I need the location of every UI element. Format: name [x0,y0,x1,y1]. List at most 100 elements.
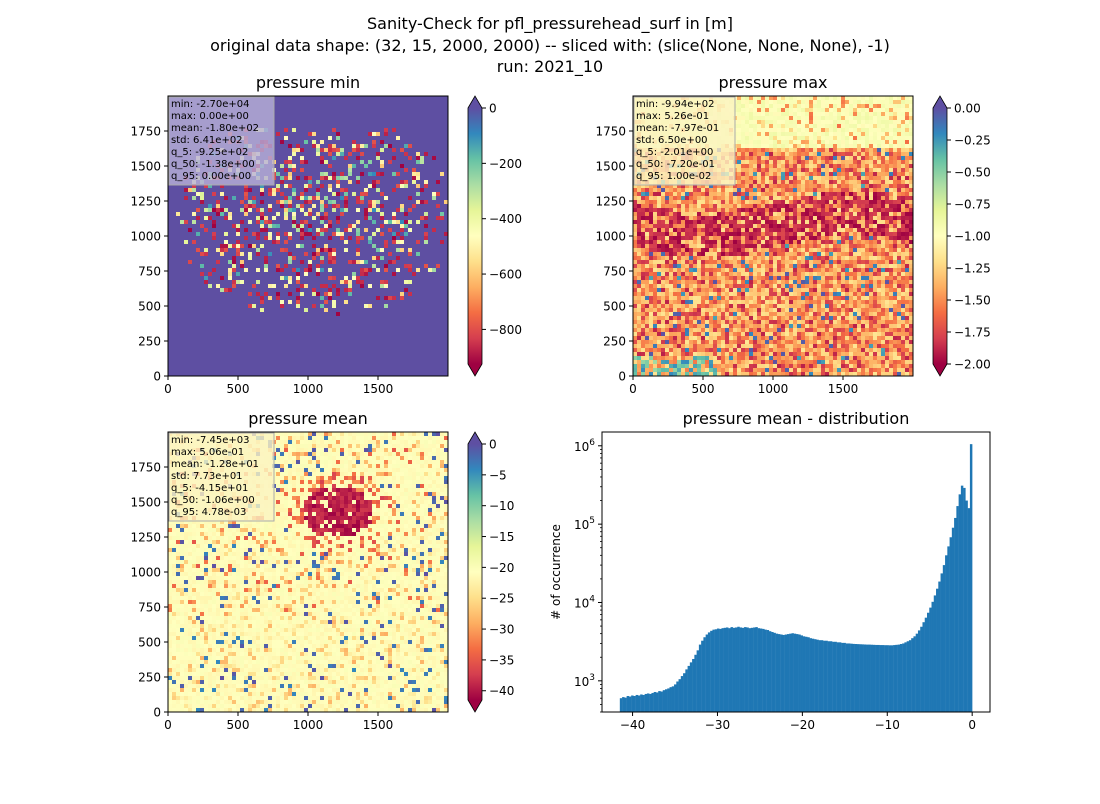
heatmap-cell [440,104,444,108]
heatmap-cell [328,244,332,248]
heatmap-cell [312,164,316,168]
stats-line: q_95: 0.00e+00 [171,171,251,182]
heatmap-cell [232,348,236,352]
heatmap-cell [320,332,324,336]
heatmap-cell [408,312,412,316]
heatmap-cell [420,272,424,276]
heatmap-cell [428,136,432,140]
heatmap-cell [168,276,172,280]
heatmap-cell [232,360,236,364]
heatmap-cell [344,156,348,160]
heatmap-cell [344,360,348,364]
heatmap-cell [384,316,388,320]
heatmap-cell [296,252,300,256]
heatmap-cell [408,360,412,364]
heatmap-cell [328,172,332,176]
heatmap-cell [340,352,344,356]
heatmap-cell [396,304,400,308]
heatmap-cell [388,100,392,104]
heatmap-cell [424,260,428,264]
y-tick-label: 500 [138,300,161,314]
heatmap-cell [340,152,344,156]
heatmap-cell [436,244,440,248]
heatmap-cell [248,228,252,232]
heatmap-cell [352,116,356,120]
heatmap-cell [428,356,432,360]
heatmap-cell [240,288,244,292]
heatmap-cell [340,172,344,176]
heatmap-cell [388,328,392,332]
heatmap-cell [292,124,296,128]
heatmap-cell [168,348,172,352]
heatmap-cell [344,268,348,272]
heatmap-cell [388,252,392,256]
heatmap-cell [192,356,196,360]
heatmap-cell [192,244,196,248]
heatmap-cell [396,280,400,284]
heatmap-cell [356,264,360,268]
heatmap-cell [440,312,444,316]
heatmap-cell [312,268,316,272]
heatmap-cell [284,292,288,296]
heatmap-cell [396,96,400,100]
heatmap-cell [172,344,176,348]
heatmap-cell [320,196,324,200]
heatmap-cell [440,300,444,304]
heatmap-cell [416,252,420,256]
heatmap-cell [348,284,352,288]
heatmap-cell [360,176,364,180]
heatmap-cell [388,324,392,328]
heatmap-cell [228,368,232,372]
heatmap-cell [228,324,232,328]
heatmap-cell [420,212,424,216]
heatmap-cell [244,200,248,204]
heatmap-cell [436,160,440,164]
heatmap-cell [388,196,392,200]
heatmap-cell [336,144,340,148]
heatmap-cell [188,348,192,352]
heatmap-cell [244,280,248,284]
heatmap-cell [376,192,380,196]
heatmap-cell [432,368,436,372]
heatmap-cell [288,172,292,176]
heatmap-cell [312,172,316,176]
heatmap-cell [188,324,192,328]
heatmap-cell [340,104,344,108]
heatmap-cell [200,240,204,244]
heatmap-cell [344,104,348,108]
heatmap-cell [312,160,316,164]
heatmap-cell [248,368,252,372]
heatmap-cell [244,316,248,320]
heatmap-cell [424,156,428,160]
heatmap-cell [172,316,176,320]
heatmap-cell [240,272,244,276]
heatmap-cell [304,168,308,172]
heatmap-cell [228,200,232,204]
heatmap-cell [384,240,388,244]
heatmap-cell [168,248,172,252]
heatmap-cell [196,248,200,252]
heatmap-cell [224,332,228,336]
heatmap-cell [352,356,356,360]
heatmap-cell [384,132,388,136]
heatmap-cell [412,192,416,196]
heatmap-cell [424,220,428,224]
heatmap-cell [384,184,388,188]
heatmap-cell [232,340,236,344]
heatmap-cell [324,260,328,264]
heatmap-cell [176,192,180,196]
heatmap-cell [268,344,272,348]
heatmap-cell [432,296,436,300]
heatmap-cell [220,348,224,352]
heatmap-cell [284,248,288,252]
heatmap-cell [368,364,372,368]
heatmap-cell [388,128,392,132]
heatmap-cell [300,292,304,296]
heatmap-cell [380,288,384,292]
heatmap-cell [240,268,244,272]
heatmap-cell [204,232,208,236]
heatmap-cell [276,100,280,104]
heatmap-cell [324,108,328,112]
heatmap-cell [424,196,428,200]
heatmap-cell [372,188,376,192]
